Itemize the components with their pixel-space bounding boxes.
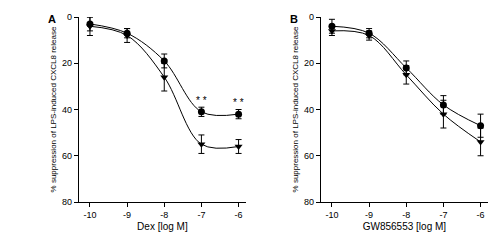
- svg-text:Dex [log M]: Dex [log M]: [137, 221, 188, 232]
- svg-text:20: 20: [62, 58, 72, 68]
- svg-text:* *: * *: [233, 97, 244, 108]
- svg-text:-6: -6: [477, 210, 485, 220]
- svg-text:-9: -9: [123, 210, 131, 220]
- svg-text:A: A: [48, 13, 56, 25]
- svg-text:-10: -10: [325, 210, 338, 220]
- svg-text:-6: -6: [235, 210, 243, 220]
- svg-text:-7: -7: [439, 210, 447, 220]
- svg-text:0: 0: [309, 12, 314, 22]
- svg-text:B: B: [290, 13, 298, 25]
- svg-text:20: 20: [304, 58, 314, 68]
- svg-text:-8: -8: [402, 210, 410, 220]
- svg-text:-9: -9: [365, 210, 373, 220]
- svg-text:0: 0: [67, 12, 72, 22]
- svg-text:-7: -7: [197, 210, 205, 220]
- svg-text:80: 80: [62, 197, 72, 207]
- svg-text:-8: -8: [160, 210, 168, 220]
- svg-text:-10: -10: [83, 210, 96, 220]
- svg-text:60: 60: [62, 151, 72, 161]
- svg-text:60: 60: [304, 151, 314, 161]
- svg-text:GW856553 [log M]: GW856553 [log M]: [363, 221, 447, 232]
- svg-text:* *: * *: [196, 95, 207, 106]
- svg-text:40: 40: [62, 105, 72, 115]
- svg-text:80: 80: [304, 197, 314, 207]
- svg-text:40: 40: [304, 105, 314, 115]
- svg-text:% suppression of LPS-induced C: % suppression of LPS-induced CXCL8 relea…: [291, 26, 300, 192]
- svg-text:% suppression of LPS-induced C: % suppression of LPS-induced CXCL8 relea…: [49, 26, 58, 192]
